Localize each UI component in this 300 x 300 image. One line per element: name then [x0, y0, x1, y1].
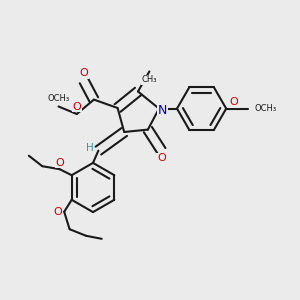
Text: OCH₃: OCH₃ — [47, 94, 70, 103]
Text: O: O — [157, 153, 166, 163]
Text: O: O — [229, 97, 238, 107]
Text: O: O — [72, 101, 81, 112]
Text: N: N — [158, 103, 167, 117]
Text: O: O — [80, 68, 88, 79]
Text: O: O — [53, 207, 62, 217]
Text: O: O — [55, 158, 64, 168]
Text: H: H — [85, 142, 93, 153]
Text: CH₃: CH₃ — [142, 75, 157, 84]
Text: OCH₃: OCH₃ — [254, 104, 276, 113]
